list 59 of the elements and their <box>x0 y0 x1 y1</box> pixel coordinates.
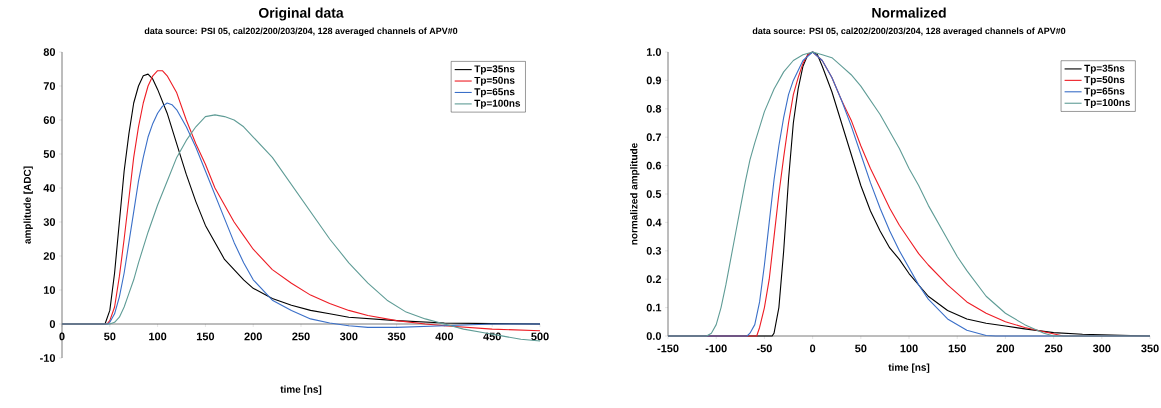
y-tick-label: 0.7 <box>646 133 662 142</box>
x-axis-title: time [ns] <box>280 385 322 395</box>
x-tick-label: 400 <box>435 332 454 341</box>
y-tick-label: 40 <box>43 184 56 192</box>
x-tick-label: 100 <box>900 344 918 353</box>
x-tick-label: 300 <box>1092 344 1111 353</box>
legend-label: Tp=50ns <box>1084 76 1125 86</box>
y-tick-label: 0.3 <box>646 246 662 255</box>
y-tick-label: 50 <box>43 150 56 158</box>
y-tick-label: 0.0 <box>646 332 662 340</box>
y-tick-label: 0.9 <box>646 76 662 85</box>
legend-label: Tp=50ns <box>474 76 515 86</box>
x-tick-label: 150 <box>196 332 215 341</box>
y-tick-label: -10 <box>40 354 56 362</box>
legend-label: Tp=100ns <box>474 99 521 109</box>
x-axis-title: time [ns] <box>888 363 930 373</box>
x-tick-label: 200 <box>996 344 1015 353</box>
y-tick-label: 0.4 <box>646 218 662 227</box>
y-tick-label: 1.0 <box>646 48 662 56</box>
y-tick-label: 0.2 <box>646 275 662 284</box>
y-tick-label: 0.6 <box>646 161 662 170</box>
chart-subtitle: data source: PSI 05, cal202/200/203/204, 128 averaged channels of APV#0 <box>752 27 1066 36</box>
y-tick-label: 70 <box>43 82 56 90</box>
x-tick-label: 0 <box>59 332 65 341</box>
y-tick-label: 10 <box>43 286 56 294</box>
chart-title: Original data <box>258 7 344 21</box>
x-tick-label: 100 <box>149 332 167 341</box>
legend-label: Tp=65ns <box>1084 87 1125 97</box>
y-tick-label: 0.1 <box>646 303 662 312</box>
chart-subtitle: data source: PSI 05, cal202/200/203/204, 128 averaged channels of APV#0 <box>144 27 458 36</box>
legend-label: Tp=65ns <box>474 88 515 98</box>
x-tick-label: 50 <box>855 344 867 353</box>
x-tick-label: 200 <box>244 332 262 341</box>
y-axis-title: amplitude [ADC] <box>23 166 33 244</box>
x-tick-label: 450 <box>483 332 501 341</box>
y-tick-label: 80 <box>43 48 56 56</box>
x-tick-label: 350 <box>387 332 406 341</box>
x-tick-label: -50 <box>756 344 772 353</box>
x-tick-label: 50 <box>104 332 116 341</box>
y-tick-label: 60 <box>43 116 56 124</box>
x-tick-label: 350 <box>1141 344 1159 353</box>
legend-label: Tp=100ns <box>1084 99 1130 109</box>
x-tick-label: -100 <box>705 344 727 353</box>
x-tick-label: 500 <box>531 332 549 341</box>
y-tick-label: 0.8 <box>646 104 662 113</box>
x-tick-label: 250 <box>292 332 310 341</box>
y-tick-label: 0.5 <box>646 190 662 198</box>
y-tick-label: 30 <box>43 218 56 226</box>
legend-label: Tp=35ns <box>1084 64 1125 74</box>
y-tick-label: 20 <box>43 252 56 260</box>
x-tick-label: 0 <box>810 344 816 353</box>
x-tick-label: 300 <box>339 332 358 341</box>
x-tick-label: 150 <box>948 344 966 353</box>
x-tick-label: 250 <box>1044 344 1063 353</box>
chart-title: Normalized <box>872 7 946 18</box>
y-axis-title: normalized amplitude <box>630 143 640 245</box>
x-tick-label: -150 <box>657 344 679 353</box>
legend-label: Tp=35ns <box>474 65 515 75</box>
y-tick-label: 0 <box>49 320 56 328</box>
